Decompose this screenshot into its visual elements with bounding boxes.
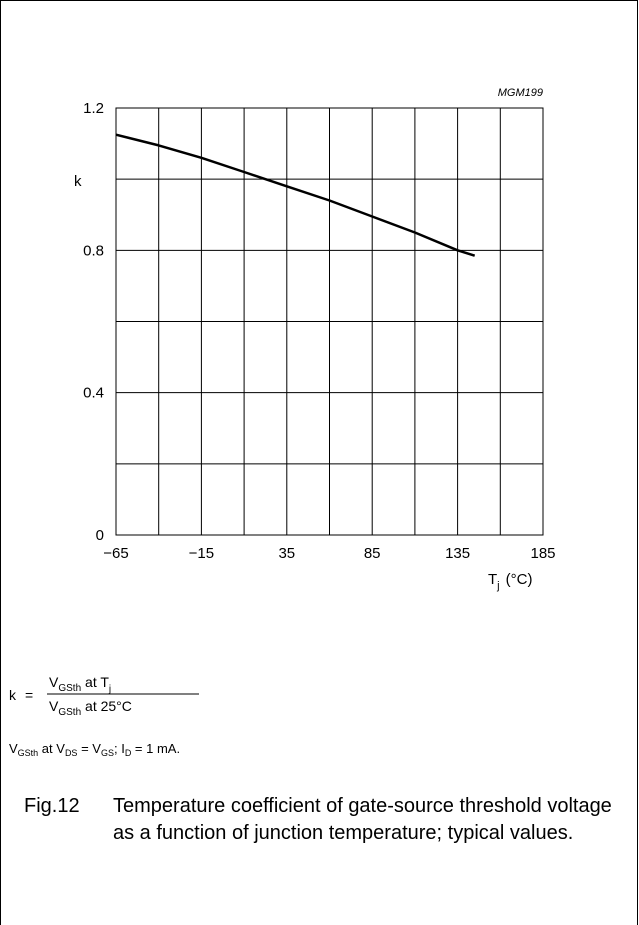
x-axis-label: Tj (°C) <box>488 571 532 592</box>
plot-area-border <box>115 107 544 536</box>
series <box>115 133 476 257</box>
x-axis-label-unit: (°C) <box>506 571 533 588</box>
y-tick-label: 0.8 <box>83 242 104 259</box>
y-tick-label: 1.2 <box>83 100 104 117</box>
formula-denominator: VGSth at 25°C <box>49 698 132 718</box>
figure-title: Temperature coefficient of gate-source t… <box>113 795 612 844</box>
x-tick-label: −15 <box>189 545 214 562</box>
y-tick-label: 0.4 <box>83 385 104 402</box>
x-axis-label-sub: j <box>496 580 499 592</box>
axes <box>115 107 544 536</box>
x-tick-label: 85 <box>364 545 381 562</box>
x-axis-label-main: T <box>488 571 497 588</box>
x-tick-label: 185 <box>530 545 555 562</box>
series-line <box>115 133 476 257</box>
figure-caption: Fig.12 Temperature coefficient of gate-s… <box>24 793 624 847</box>
chart-code: MGM199 <box>498 87 543 99</box>
figure-number: Fig.12 <box>24 795 80 817</box>
tick-labels: −65 −15 35 85 135 185 0 0.4 0.8 1.2 <box>83 100 555 562</box>
x-tick-label: 35 <box>278 545 295 562</box>
formula-numerator: VGSth at Tj <box>49 674 111 695</box>
formula: k = VGSth at Tj VGSth at 25°C <box>9 674 199 718</box>
formula-eq: = <box>25 687 33 703</box>
y-tick-label: 0 <box>96 527 104 544</box>
formula-lhs: k <box>9 687 17 703</box>
x-tick-label: −65 <box>103 545 128 562</box>
test-conditions: VGSth at VDS = VGS; ID = 1 mA. <box>9 741 181 758</box>
grid <box>116 108 543 535</box>
y-axis-label: k <box>74 173 82 190</box>
x-tick-label: 135 <box>445 545 470 562</box>
